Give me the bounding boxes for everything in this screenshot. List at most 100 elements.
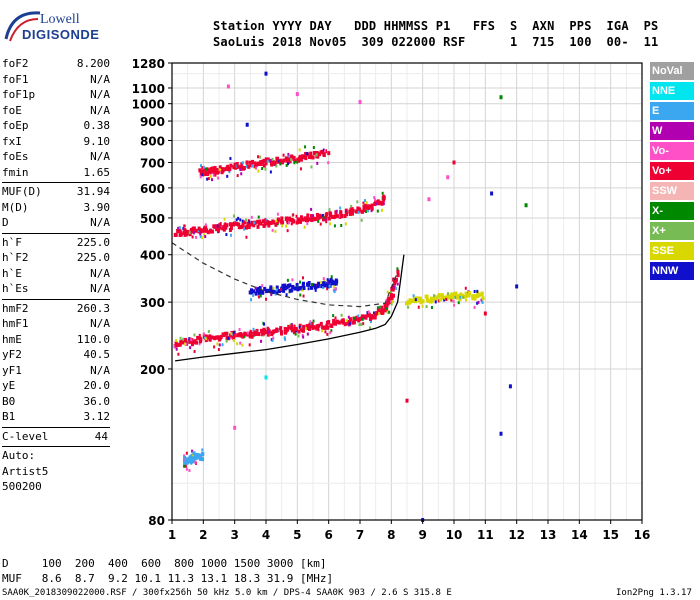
echo-point xyxy=(301,333,304,337)
echo-point xyxy=(225,335,229,340)
echo-point xyxy=(301,276,304,280)
echo-point xyxy=(332,215,336,220)
echo-point xyxy=(440,295,444,300)
separator xyxy=(2,426,110,428)
echo-point xyxy=(285,293,288,297)
echo-point xyxy=(348,317,352,322)
header-line-1: Station YYYY DAY DDD HHMMSS P1 FFS S AXN… xyxy=(213,19,659,33)
echo-point xyxy=(314,288,317,292)
echo-point xyxy=(218,168,221,172)
echo-point xyxy=(312,146,315,150)
echo-point xyxy=(288,154,291,158)
parameter-group-muf: MUF(D) 31.94 M(D) 3.90 D N/A xyxy=(2,185,110,232)
echo-point xyxy=(257,295,260,299)
stray-echo-point xyxy=(405,398,409,403)
param-label: h`E xyxy=(2,266,22,280)
echo-point xyxy=(282,287,285,291)
echo-point xyxy=(480,298,483,302)
echo-point xyxy=(201,457,205,462)
echo-point xyxy=(311,321,314,325)
echo-point xyxy=(357,210,360,214)
echo-point xyxy=(467,293,471,298)
echo-point xyxy=(414,298,417,302)
echo-point xyxy=(306,332,309,336)
stray-echo-point xyxy=(358,100,362,105)
echo-point xyxy=(249,329,252,333)
param-label: hmE xyxy=(2,332,22,346)
echo-point xyxy=(301,281,305,286)
echo-point xyxy=(383,303,387,308)
stray-echo-point xyxy=(427,197,431,202)
echo-point xyxy=(302,324,306,329)
echo-point xyxy=(433,294,436,298)
echo-point xyxy=(364,210,367,214)
echo-point xyxy=(256,224,260,229)
echo-point xyxy=(304,151,308,156)
y-tick-label: 80 xyxy=(148,514,165,528)
echo-point xyxy=(450,295,454,300)
echo-point xyxy=(197,229,200,233)
echo-point xyxy=(361,317,364,321)
echo-point xyxy=(229,163,233,168)
echo-point xyxy=(257,291,261,296)
echo-point xyxy=(301,217,305,222)
echo-point xyxy=(185,232,189,237)
echo-point xyxy=(265,289,269,294)
echo-point xyxy=(274,292,277,296)
echo-point xyxy=(291,278,294,282)
echo-point xyxy=(405,302,408,306)
echo-point xyxy=(332,314,335,318)
echo-point xyxy=(310,217,314,222)
stray-echo-point xyxy=(499,431,503,436)
echo-point xyxy=(335,279,339,284)
echo-point xyxy=(454,295,457,299)
echo-point xyxy=(233,162,237,167)
echo-point xyxy=(321,150,325,155)
echo-point xyxy=(386,310,389,314)
echo-point xyxy=(282,288,286,293)
echo-point xyxy=(229,156,232,160)
echo-point xyxy=(232,333,236,338)
echo-point xyxy=(257,155,260,159)
echo-point xyxy=(252,293,255,297)
echo-point xyxy=(175,339,178,343)
echo-point xyxy=(190,461,193,465)
echo-point xyxy=(204,235,207,239)
echo-point xyxy=(339,210,343,215)
echo-point xyxy=(288,221,291,225)
param-value: 44 xyxy=(94,429,108,443)
echo-point xyxy=(225,331,229,336)
echo-point xyxy=(251,159,255,164)
echo-point xyxy=(364,205,368,210)
echo-point xyxy=(275,329,278,333)
echo-point xyxy=(264,167,267,171)
plot-frame xyxy=(171,62,643,521)
echo-point xyxy=(297,334,300,338)
echo-point xyxy=(204,228,208,233)
echo-point xyxy=(245,160,249,165)
echo-point xyxy=(262,331,266,336)
echo-point xyxy=(320,284,324,289)
echo-point xyxy=(315,212,319,217)
echo-point xyxy=(179,232,183,237)
echo-point xyxy=(193,333,196,337)
param-label: hmF1 xyxy=(2,317,29,330)
echo-point xyxy=(292,219,296,224)
x-tick-label: 10 xyxy=(446,528,463,542)
echo-point xyxy=(453,303,456,307)
echo-point xyxy=(430,305,433,309)
echo-point xyxy=(345,319,348,323)
echo-point xyxy=(279,162,282,166)
echo-point xyxy=(305,327,308,331)
echo-point xyxy=(372,314,376,319)
separator xyxy=(2,182,110,183)
echo-point xyxy=(183,464,186,468)
echo-point xyxy=(302,155,306,160)
echo-point xyxy=(314,216,318,221)
param-label: B0 xyxy=(2,394,16,408)
echo-point xyxy=(259,160,263,165)
echo-point xyxy=(322,286,325,290)
stray-echo-point xyxy=(508,384,512,389)
echo-point xyxy=(308,327,312,332)
echo-point xyxy=(274,222,278,227)
